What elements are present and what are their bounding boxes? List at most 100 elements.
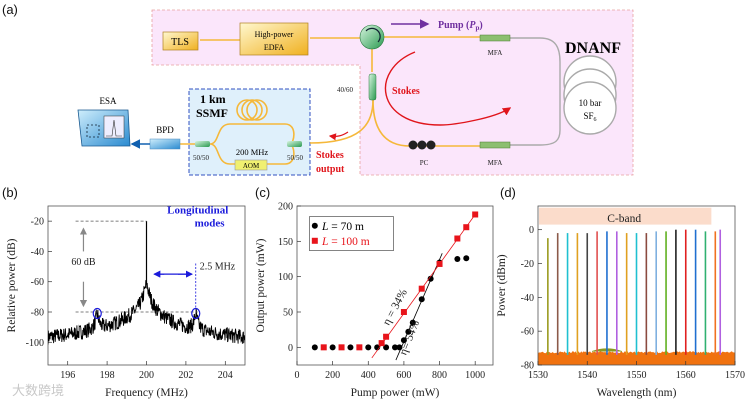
x-tick-label: 1550	[627, 370, 647, 381]
data-point	[436, 260, 443, 267]
y-tick-label: -20	[31, 217, 44, 228]
stokes-label: Stokes	[392, 86, 420, 97]
pump-label: Pump (Pp)	[438, 20, 483, 32]
legend-text: = 100 m	[328, 236, 369, 248]
mfa-top-label: MFA	[488, 49, 503, 57]
y-axis-label: Power (dBm)	[496, 254, 508, 316]
legend-label: L = 100 m	[321, 236, 370, 248]
stokes-loop-arrow-icon	[384, 51, 512, 126]
nanf-fiber-paths	[510, 37, 617, 146]
stokes-output-label-2: output	[316, 164, 345, 175]
y-tick-label: 200	[278, 202, 293, 213]
data-point	[409, 319, 416, 326]
legend-marker	[311, 222, 318, 229]
y-tick-label: -40	[31, 247, 44, 258]
panel-label-a: (a)	[2, 2, 18, 17]
aom-frequency-label: 200 MHz	[236, 147, 269, 157]
y-tick-label: 50	[283, 308, 293, 319]
y-tick-label: 0	[529, 225, 534, 236]
legend-symbol: L	[321, 221, 328, 233]
x-axis-label: Frequency (MHz)	[105, 387, 188, 399]
ssmf-label-1: 1 km	[200, 92, 226, 106]
legend-box	[309, 216, 394, 251]
x-tick-label: 1000	[465, 370, 485, 381]
y-axis-label: Output power (mW)	[255, 238, 267, 332]
circulator	[359, 24, 385, 50]
x-tick-label: 1530	[528, 370, 548, 381]
data-point	[400, 309, 407, 315]
esa-label: ESA	[99, 96, 117, 106]
coupler-left	[195, 141, 210, 147]
coupler-left-label: 50/50	[193, 154, 209, 162]
panel-b-beat-spectrum: (b) 196 198 200 202 204 -20 -40 -60 -80 -100 Frequ…	[2, 185, 246, 399]
tls-label: TLS	[171, 37, 189, 48]
x-axis-label: Wavelength (nm)	[597, 387, 677, 399]
edfa-label-2: EDFA	[264, 43, 285, 52]
c-band-region	[539, 207, 712, 225]
efficiency-label-70m: η= 54%	[397, 318, 422, 357]
x-tick-label: 200	[139, 370, 154, 381]
data-point	[418, 285, 425, 292]
fiber-title: DNANF	[565, 40, 621, 57]
data-point	[356, 344, 363, 351]
aom-box	[234, 159, 268, 171]
y-tick-label: 100	[278, 272, 293, 283]
bpd-label: BPD	[156, 125, 174, 135]
data-point	[396, 344, 403, 351]
side-mode-marker	[191, 307, 201, 320]
x-tick-label: 198	[100, 370, 115, 381]
spacing-label: 2.5 MHz	[200, 262, 236, 273]
x-tick-label: 400	[361, 370, 376, 381]
annotation-title-line: modes	[195, 218, 226, 230]
circulator-arrow-icon	[365, 27, 381, 43]
x-tick-label: 204	[218, 370, 233, 381]
data-point	[463, 224, 470, 231]
coupler-40-60	[368, 73, 377, 101]
coupler-right	[287, 141, 302, 147]
y-tick-label: -60	[521, 327, 534, 338]
panel-d-tunable-spectra: (d) C-band 1530 1540 1550 1560 1570 0 -20 -40 -60…	[496, 185, 745, 399]
x-tick-label: 600	[396, 370, 411, 381]
y-tick-label: -80	[31, 308, 44, 319]
data-point	[347, 344, 354, 351]
esa-instrument-icon	[77, 109, 131, 147]
aom-label: AOM	[243, 162, 260, 170]
pc-label: PC	[420, 159, 429, 167]
legend-marker	[311, 237, 318, 244]
polarization-controller	[408, 140, 436, 150]
plot-frame	[296, 205, 494, 366]
x-tick-label: 196	[60, 370, 75, 381]
x-tick-label: 1560	[676, 370, 696, 381]
legend-label: L = 70 m	[321, 221, 364, 233]
legend-symbol: L	[321, 236, 328, 248]
gas-label-1: 10 bar	[579, 98, 602, 108]
mfa-bottom-label: MFA	[488, 159, 503, 167]
annotation-title: Longitudinal modes	[167, 205, 228, 230]
legend-text: = 70 m	[328, 221, 364, 233]
y-axis-label: Relative power (dB)	[6, 238, 18, 332]
y-tick-label: -20	[521, 259, 534, 270]
contrast-label: 60 dB	[71, 257, 96, 268]
data-point	[392, 344, 398, 351]
mfa-top	[479, 34, 511, 42]
edfa-label-1: High-power	[255, 30, 294, 39]
c-band-label: C-band	[607, 213, 641, 225]
side-mode-marker	[92, 307, 102, 320]
data-point	[405, 328, 412, 335]
x-tick-label: 1570	[725, 370, 745, 381]
coupler-ratio-label: 40/60	[337, 86, 353, 94]
panel-a-setup: (a) TLS High-power EDFA	[2, 2, 634, 176]
x-tick-label: 1540	[577, 370, 597, 381]
data-point	[378, 340, 385, 347]
y-tick-label: -100	[26, 338, 44, 349]
data-point	[463, 255, 470, 262]
data-point	[400, 337, 407, 344]
x-tick-label: 202	[178, 370, 193, 381]
ssmf-label-2: SSMF	[196, 106, 228, 120]
data-point	[311, 344, 318, 351]
data-point	[418, 296, 425, 303]
data-point	[454, 235, 461, 242]
y-tick-label: 0	[288, 343, 293, 354]
x-tick-label: 800	[432, 370, 447, 381]
